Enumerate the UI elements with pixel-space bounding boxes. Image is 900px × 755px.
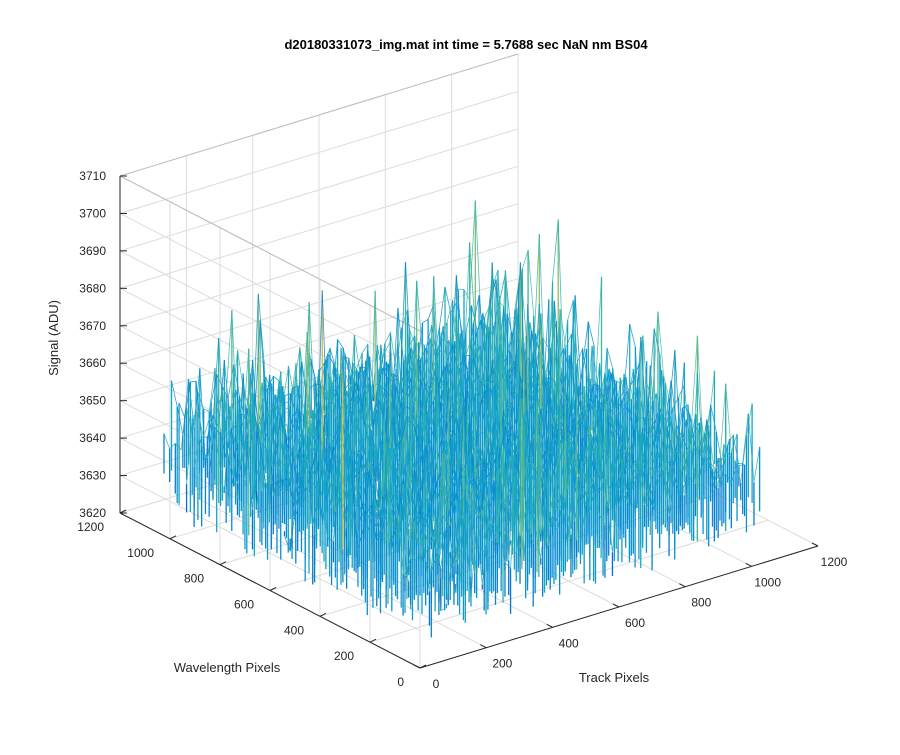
x-tick-mark: [546, 623, 553, 628]
y-tick-label: 400: [284, 623, 304, 637]
y-tick-mark: [419, 664, 427, 669]
x-tick-mark: [612, 603, 620, 608]
z-tick-label: 3620: [79, 506, 106, 520]
side-wall-grid-line: [119, 213, 421, 369]
x-tick-label: 1200: [821, 555, 848, 569]
y-tick-label: 200: [334, 649, 354, 663]
surface-row: [412, 400, 753, 612]
back-wall-grid-line: [119, 90, 519, 214]
surface-row: [284, 303, 625, 552]
y-axis-label: Wavelength Pixels: [174, 660, 281, 675]
x-tick-label: 400: [559, 636, 579, 650]
x-tick-label: 1000: [754, 575, 781, 589]
y-tick-mark: [169, 535, 177, 540]
x-tick-label: 800: [691, 596, 711, 610]
z-tick-label: 3660: [79, 356, 106, 370]
x-tick-label: 600: [625, 616, 645, 630]
x-tick-mark: [480, 644, 487, 649]
y-tick-label: 800: [184, 572, 204, 586]
z-tick-label: 3680: [79, 281, 106, 295]
z-tick-label: 3630: [79, 469, 106, 483]
y-tick-label: 1000: [127, 546, 154, 560]
x-axis-label: Track Pixels: [579, 670, 650, 685]
x-tick-mark: [745, 562, 752, 567]
back-wall-grid-line: [119, 128, 519, 252]
surface-row: [359, 342, 700, 543]
side-wall-grid-line: [119, 475, 421, 631]
x-tick-label: 200: [492, 657, 512, 671]
surface-row: [419, 372, 760, 597]
box-edge: [119, 175, 421, 332]
z-tick-label: 3640: [79, 431, 106, 445]
z-tick-label: 3670: [79, 319, 106, 333]
back-wall-grid-line: [119, 240, 519, 364]
y-tick-mark: [369, 638, 377, 643]
z-tick-label: 3710: [79, 169, 106, 183]
surface-row: [306, 303, 648, 527]
floor-grid-line: [369, 519, 769, 643]
y-tick-mark: [319, 612, 327, 617]
x-tick-mark: [811, 542, 819, 547]
z-tick-label: 3650: [79, 394, 106, 408]
surface-row: [389, 365, 730, 579]
y-tick-mark: [219, 561, 227, 566]
z-tick-label: 3690: [79, 244, 106, 258]
z-axis-label: Signal (ADU): [46, 300, 61, 376]
x-tick-label: 0: [433, 677, 440, 691]
back-wall-grid-line: [119, 203, 519, 327]
surface-row: [404, 383, 745, 593]
y-tick-mark: [269, 587, 277, 591]
x-tick-mark: [679, 583, 686, 588]
surface: [163, 200, 761, 638]
y-tick-label: 600: [234, 598, 254, 612]
x-tick-mark: [413, 664, 421, 669]
chart-title: d20180331073_img.mat int time = 5.7688 s…: [284, 37, 648, 52]
box-edge: [119, 53, 519, 177]
z-tick-label: 3700: [79, 206, 106, 220]
back-wall-grid-line: [119, 165, 519, 289]
surface-row: [397, 335, 738, 583]
y-tick-label: 0: [397, 675, 404, 689]
axes: 0 200 400 600 800 1000 1200 0 200 400 600 800 1000 12…: [77, 169, 847, 691]
y-tick-label: 1200: [77, 520, 104, 534]
back-wall-grid-line: [119, 278, 519, 402]
